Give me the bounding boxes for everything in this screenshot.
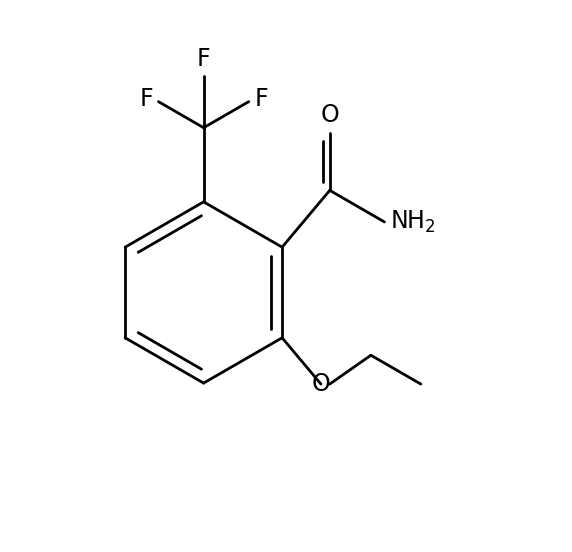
Text: NH$_2$: NH$_2$	[390, 209, 436, 235]
Text: O: O	[312, 372, 330, 396]
Text: O: O	[320, 103, 339, 127]
Text: F: F	[255, 87, 268, 111]
Text: F: F	[140, 87, 153, 111]
Text: F: F	[197, 47, 210, 71]
